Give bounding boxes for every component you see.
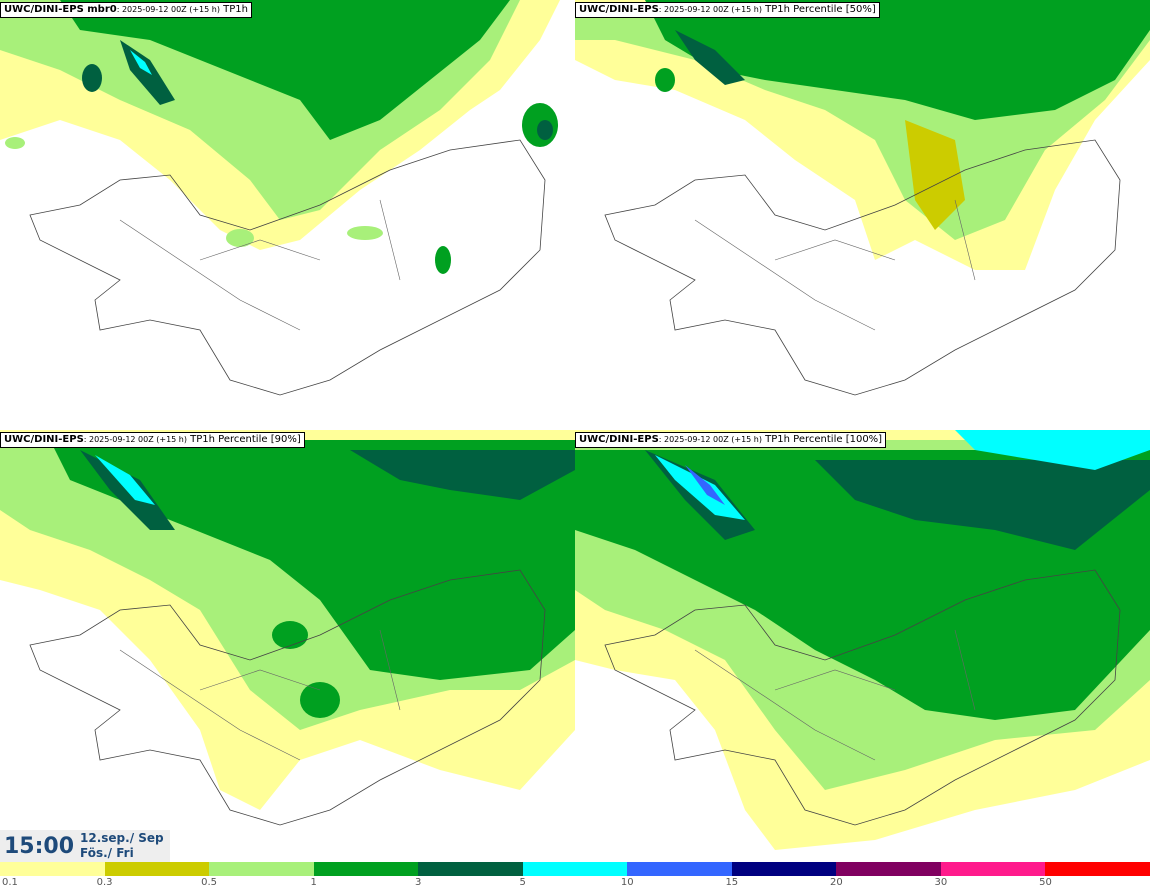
valid-time-box: 15:00 12.sep./ Sep Fös./ Fri	[0, 830, 170, 862]
colorbar-tick-label: 0.5	[201, 877, 218, 888]
colorbar-segment	[0, 862, 105, 876]
colorbar-tick-label: 20	[829, 877, 843, 888]
panel-title: UWC/DINI-EPS: 2025-09-12 00Z (+15 h) TP1…	[0, 432, 305, 448]
run-time: : 2025-09-12 00Z (+15 h)	[83, 435, 187, 444]
panel-title: UWC/DINI-EPS: 2025-09-12 00Z (+15 h) TP1…	[575, 432, 887, 448]
model-name: UWC/DINI-EPS	[4, 434, 84, 445]
colorbar-tick-label: 15	[725, 877, 739, 888]
colorbar-tick-label: 0.1	[2, 877, 18, 888]
map-panel-p50: UWC/DINI-EPS: 2025-09-12 00Z (+15 h) TP1…	[575, 0, 1150, 430]
colorbar-tick-label: 10	[620, 877, 634, 888]
colorbar-segment	[313, 862, 419, 876]
colorbar-segment	[1045, 862, 1150, 876]
valid-date-line2: Fös./ Fri	[80, 846, 134, 860]
colorbar-tick-label: 5	[519, 877, 526, 888]
map-panel-p100: UWC/DINI-EPS: 2025-09-12 00Z (+15 h) TP1…	[575, 430, 1150, 860]
colorbar-tick-label: 3	[414, 877, 422, 888]
field-name: TP1h Percentile [100%]	[761, 434, 883, 445]
panel-title: UWC/DINI-EPS mbr0: 2025-09-12 00Z (+15 h…	[0, 2, 252, 18]
colorbar-segment	[104, 862, 210, 876]
map-panel-mbr0: UWC/DINI-EPS mbr0: 2025-09-12 00Z (+15 h…	[0, 0, 575, 430]
panel-title: UWC/DINI-EPS: 2025-09-12 00Z (+15 h) TP1…	[575, 2, 880, 18]
colorbar-segment	[627, 862, 732, 876]
field-name: TP1h Percentile [90%]	[186, 434, 301, 445]
precip-colorbar	[0, 862, 1150, 876]
colorbar-tick-label: 0.3	[96, 877, 113, 888]
run-time: : 2025-09-12 00Z (+15 h)	[116, 5, 220, 14]
colorbar-segment	[836, 862, 941, 876]
model-name: UWC/DINI-EPS mbr0	[4, 4, 117, 15]
valid-date-line1: 12.sep./ Sep	[80, 831, 164, 845]
colorbar-segment	[209, 862, 314, 876]
field-name: TP1h	[219, 4, 248, 15]
precip-map	[0, 430, 575, 826]
field-name: TP1h Percentile [50%]	[761, 4, 876, 15]
model-name: UWC/DINI-EPS	[579, 434, 659, 445]
precip-map	[0, 0, 560, 396]
precip-map	[575, 430, 1150, 850]
model-name: UWC/DINI-EPS	[579, 4, 659, 15]
colorbar-segment	[418, 862, 523, 876]
valid-time: 15:00	[4, 834, 75, 859]
colorbar-tick-label: 50	[1039, 877, 1052, 888]
run-time: : 2025-09-12 00Z (+15 h)	[658, 5, 762, 14]
precip-map	[575, 0, 1150, 396]
colorbar-ticks: 0.1 0.3 0.5 1 3 5 10 15 20 30 50	[0, 877, 1150, 891]
colorbar-tick-label: 30	[934, 877, 948, 888]
colorbar-segment	[522, 862, 628, 876]
colorbar-segment	[731, 862, 837, 876]
colorbar-segment	[940, 862, 1046, 876]
run-time: : 2025-09-12 00Z (+15 h)	[658, 435, 762, 444]
colorbar-tick-label: 1	[310, 877, 317, 888]
map-panel-p90: UWC/DINI-EPS: 2025-09-12 00Z (+15 h) TP1…	[0, 430, 575, 860]
valid-date: 12.sep./ Sep Fös./ Fri	[80, 831, 164, 861]
